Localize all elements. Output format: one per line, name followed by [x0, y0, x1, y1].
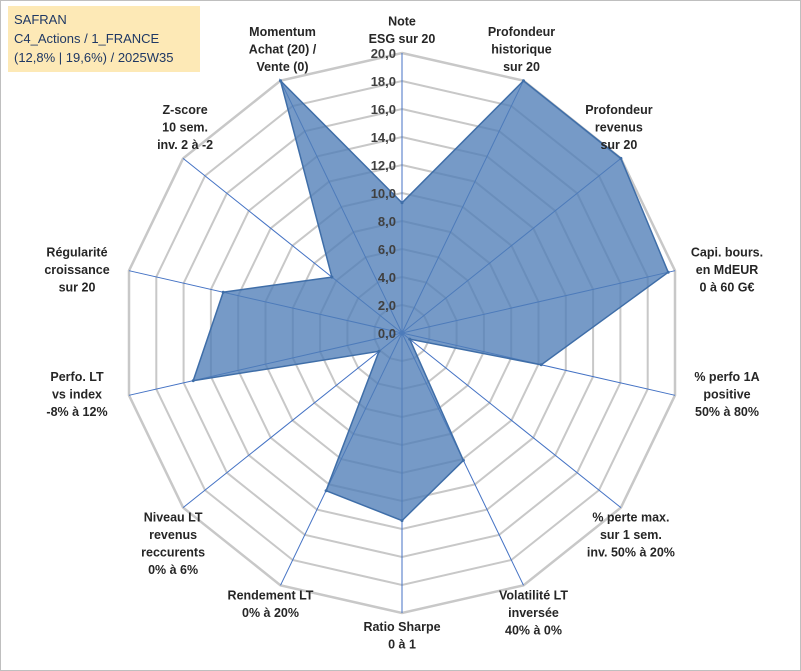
axis-label: historique	[491, 43, 551, 57]
axis-labels: Note ESG sur 20 Profondeur historique sur 20…	[44, 15, 763, 652]
axis-label: Volatilité LT	[499, 588, 568, 602]
info-company: SAFRAN	[14, 12, 67, 27]
tick-label: 0,0	[378, 326, 396, 341]
axis-label: revenus	[595, 120, 643, 134]
series-layer	[191, 78, 670, 523]
axis-label: Rendement LT	[228, 588, 314, 602]
axis-label: Vente (0)	[256, 60, 308, 74]
data-point	[539, 363, 543, 367]
axis-label: 10 sem.	[162, 120, 208, 134]
info-box: SAFRAN C4_Actions / 1_FRANCE (12,8% | 19…	[8, 6, 200, 72]
axis-label: Ratio Sharpe	[363, 620, 440, 634]
axis-label: Z-score	[163, 103, 208, 117]
info-period: (12,8% | 19,6%) / 2025W35	[14, 50, 174, 65]
axis-label: 50% à 80%	[695, 405, 759, 419]
axis-label: inv. 50% à 20%	[587, 546, 675, 560]
axis-label: sur 20	[600, 138, 637, 152]
data-point	[461, 458, 465, 462]
axis-label: revenus	[149, 528, 197, 542]
axis-label: Profondeur	[488, 25, 555, 39]
axis-label: sur 20	[59, 280, 96, 294]
axis-label: en MdEUR	[696, 263, 759, 277]
axis-spoke	[401, 332, 622, 508]
tick-labels: 0,0 2,0 4,0 6,0 8,0 10,0 12,0 14,0 16,0 18,0 20,0	[371, 46, 396, 341]
data-point	[330, 275, 334, 279]
data-point	[377, 349, 381, 353]
axis-spoke	[182, 332, 403, 508]
axis-label: reccurents	[141, 546, 205, 560]
data-point	[191, 379, 195, 383]
axis-label: inversée	[508, 606, 559, 620]
tick-label: 20,0	[371, 46, 396, 61]
info-category: C4_Actions / 1_FRANCE	[14, 31, 160, 46]
data-point	[400, 519, 404, 523]
tick-label: 4,0	[378, 270, 396, 285]
tick-label: 6,0	[378, 242, 396, 257]
axis-label: ESG sur 20	[369, 32, 436, 46]
data-point	[400, 201, 404, 205]
axis-label: -8% à 12%	[46, 405, 107, 419]
axis-label: Capi. bours.	[691, 245, 763, 259]
axis-label: sur 20	[503, 60, 540, 74]
tick-label: 18,0	[371, 74, 396, 89]
axis-label: 0% à 6%	[148, 563, 198, 577]
data-point	[522, 79, 525, 83]
tick-label: 8,0	[378, 214, 396, 229]
axis-label: 0% à 20%	[242, 606, 299, 620]
axis-label: Note	[388, 15, 416, 29]
axis-label: 40% à 0%	[505, 623, 562, 637]
axis-label: Momentum	[249, 25, 316, 39]
axis-label: sur 1 sem.	[600, 528, 662, 542]
data-point	[324, 489, 328, 493]
axis-label: % perfo 1A	[694, 370, 759, 384]
tick-label: 16,0	[371, 102, 396, 117]
axis-label: Régularité	[46, 245, 107, 259]
axis-label: inv. 2 à -2	[157, 138, 213, 152]
tick-label: 10,0	[371, 186, 396, 201]
axis-label: 0 à 1	[388, 638, 416, 652]
axis-label: Perfo. LT	[50, 370, 104, 384]
axis-label: Achat (20) /	[249, 43, 317, 57]
tick-label: 12,0	[371, 158, 396, 173]
tick-label: 14,0	[371, 130, 396, 145]
axis-label: Niveau LT	[144, 511, 203, 525]
series-area	[192, 78, 670, 522]
axis-label: % perte max.	[592, 511, 669, 525]
axis-label: croissance	[44, 263, 109, 277]
data-point	[666, 270, 670, 274]
data-point	[221, 290, 225, 294]
axis-label: Profondeur	[585, 103, 652, 117]
axis-label: 0 à 60 G€	[700, 280, 755, 294]
axis-label: positive	[703, 388, 750, 402]
tick-label: 2,0	[378, 298, 396, 313]
data-point	[408, 337, 412, 341]
data-point	[619, 156, 623, 160]
data-point	[279, 79, 282, 83]
axis-label: vs index	[52, 388, 102, 402]
